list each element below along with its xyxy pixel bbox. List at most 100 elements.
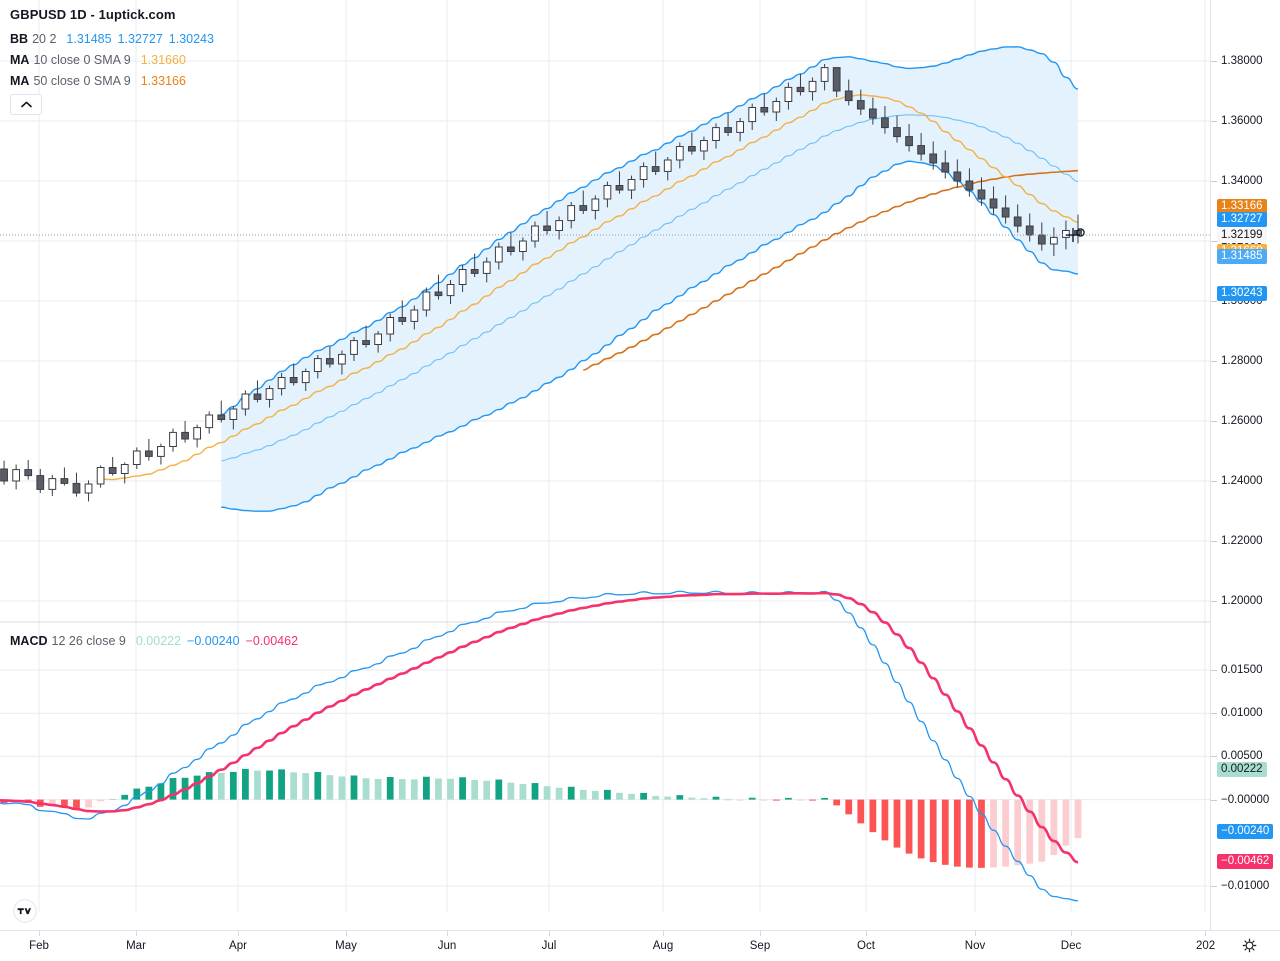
legend-row-ma50[interactable]: MA 50 close 0 SMA 9 1.33166 xyxy=(10,70,370,91)
macd-badge-macd-line[interactable]: −0.00240 xyxy=(1217,824,1274,840)
indicator-name-ma50: MA xyxy=(10,73,30,88)
price-tick-mark xyxy=(1211,361,1217,362)
tradingview-logo-glyph xyxy=(13,899,37,923)
macd-histogram-bar xyxy=(941,799,949,865)
macd-histogram-bar xyxy=(579,789,587,800)
candle xyxy=(639,166,648,181)
macd-histogram-bar xyxy=(567,786,575,800)
macd-histogram-bar xyxy=(61,799,68,807)
price-badge-bb-lower[interactable]: 1.30243 xyxy=(1217,286,1267,302)
candle xyxy=(675,146,684,161)
macd-histogram-bar xyxy=(604,789,611,800)
chevron-up-glyph xyxy=(20,101,32,108)
candle xyxy=(350,340,358,355)
candle xyxy=(567,205,576,222)
price-tick-mark xyxy=(1211,241,1217,242)
chart-legend: GBPUSD 1D - 1uptick.com BB 20 2 1.31485 … xyxy=(0,0,370,115)
macd-histogram-bar xyxy=(990,799,997,868)
macd-badge-histogram[interactable]: 0.00222 xyxy=(1217,762,1267,778)
price-tick-mark xyxy=(1211,601,1217,602)
macd-histogram-bar xyxy=(278,769,285,800)
ma50-value: 1.33166 xyxy=(140,73,186,88)
candle xyxy=(796,86,805,93)
candle xyxy=(24,469,33,477)
macd-histogram-bar xyxy=(169,778,177,800)
chart-surface[interactable] xyxy=(0,0,1210,930)
candle xyxy=(748,107,757,123)
price-badge-last[interactable]: 1.32199 xyxy=(1217,227,1267,243)
macd-histogram-bar xyxy=(85,799,92,808)
price-scale[interactable]: 1.380001.360001.340001.320001.300001.280… xyxy=(1210,0,1280,930)
bb-fill xyxy=(221,46,1078,512)
ma50-line xyxy=(583,169,1079,371)
macd-histogram-bar xyxy=(435,778,442,800)
price-tick-mark xyxy=(1211,421,1217,422)
macd-histogram-bar xyxy=(881,799,889,841)
macd-histogram-bar xyxy=(929,799,937,863)
macd-tick-mark xyxy=(1211,886,1217,887)
macd-badge-signal-line[interactable]: −0.00462 xyxy=(1217,853,1274,869)
candle xyxy=(579,205,588,211)
candle xyxy=(531,225,539,242)
candle xyxy=(301,371,310,384)
candle xyxy=(844,90,853,102)
price-tick-label-7: 1.24000 xyxy=(1221,475,1263,487)
candle xyxy=(144,450,153,457)
time-tick-mark xyxy=(866,931,867,936)
candle xyxy=(181,431,189,440)
candle xyxy=(193,427,202,440)
macd-histogram-bar xyxy=(543,786,551,800)
macd-histogram-bar xyxy=(495,779,503,800)
legend-row-bb[interactable]: BB 20 2 1.31485 1.32727 1.30243 xyxy=(10,28,370,49)
price-tick-mark xyxy=(1211,181,1217,182)
ma10-value: 1.31660 xyxy=(140,52,186,67)
indicator-name-macd: MACD xyxy=(10,633,48,648)
price-badge-ma50[interactable]: 1.33166 xyxy=(1217,198,1267,214)
crosshair-marker[interactable] xyxy=(1066,228,1085,243)
legend-row-macd[interactable]: MACD 12 26 close 9 0.00222 −0.00240 −0.0… xyxy=(10,630,298,651)
chart-canvas[interactable] xyxy=(0,0,1210,930)
price-tick-mark xyxy=(1211,121,1217,122)
macd-histogram-bar xyxy=(362,778,370,800)
macd-histogram-bar xyxy=(326,775,334,800)
macd-tick-mark xyxy=(1211,670,1217,671)
price-badge-bb-upper[interactable]: 1.32727 xyxy=(1217,211,1267,227)
macd-legend[interactable]: MACD 12 26 close 9 0.00222 −0.00240 −0.0… xyxy=(10,630,298,651)
macd-histogram-bar xyxy=(314,772,322,800)
candle xyxy=(868,108,877,119)
candle xyxy=(398,317,407,322)
macd-histogram-bar xyxy=(809,799,816,801)
candle xyxy=(422,291,431,311)
candle xyxy=(362,340,370,346)
macd-value-line: −0.00240 xyxy=(187,633,240,648)
candle xyxy=(965,180,974,191)
macd-tick-label-0: 0.01500 xyxy=(1221,664,1263,676)
candlestick-series[interactable] xyxy=(0,64,1082,502)
candle xyxy=(60,478,69,484)
time-tick-mark xyxy=(760,931,761,936)
price-tick-mark xyxy=(1211,541,1217,542)
price-badge-bb-basis[interactable]: 1.31485 xyxy=(1217,248,1267,264)
chevron-up-icon[interactable] xyxy=(10,94,42,115)
indicator-params-ma50: 50 close 0 SMA 9 xyxy=(33,73,131,88)
candle xyxy=(494,246,503,263)
candle xyxy=(591,198,600,211)
indicator-values-bb: 1.31485 1.32727 1.30243 xyxy=(66,32,214,46)
time-tick-label-sep: Sep xyxy=(749,940,771,952)
macd-tick-label-1: 0.01000 xyxy=(1221,707,1263,720)
macd-histogram xyxy=(0,768,1082,868)
price-tick-mark xyxy=(1211,481,1217,482)
candle xyxy=(917,145,926,155)
time-scale[interactable]: Feb Mar Apr May Jun Jul Aug Sep Oct Nov Dec 202 xyxy=(0,930,1280,961)
macd-histogram-bar xyxy=(338,776,346,800)
candle xyxy=(832,67,841,92)
macd-histogram-bar xyxy=(73,799,80,809)
ma10-line xyxy=(100,94,1079,481)
legend-row-ma10[interactable]: MA 10 close 0 SMA 9 1.31660 xyxy=(10,49,370,70)
gear-icon[interactable] xyxy=(1236,932,1262,958)
time-tick-mark xyxy=(136,931,137,936)
macd-histogram-bar xyxy=(893,799,901,848)
tradingview-logo-icon[interactable] xyxy=(13,899,37,923)
macd-histogram-bar xyxy=(869,799,877,833)
bb-value-upper: 1.32727 xyxy=(117,31,163,46)
